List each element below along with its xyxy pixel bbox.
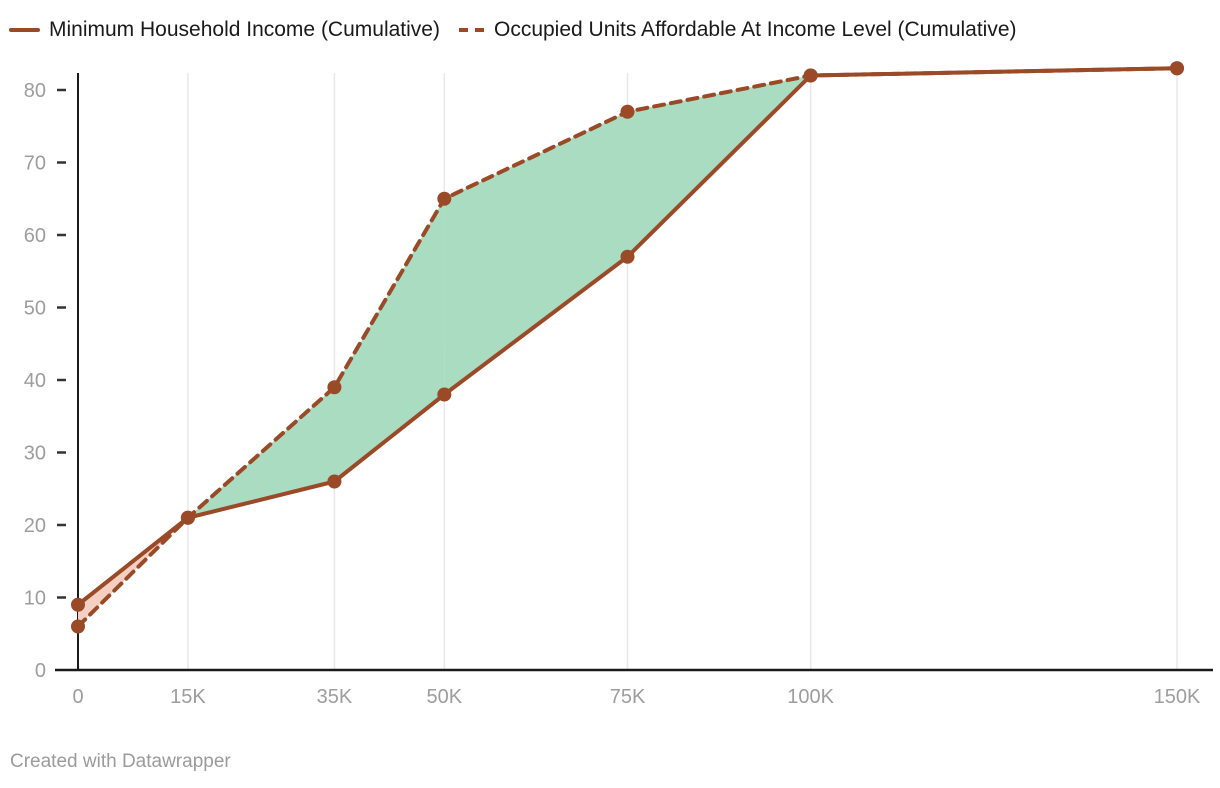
svg-text:40: 40 (24, 370, 46, 392)
legend-item-minimum-income: Minimum Household Income (Cumulative) (9, 17, 440, 42)
svg-text:50: 50 (24, 298, 46, 320)
svg-text:30: 30 (24, 443, 46, 465)
svg-text:20: 20 (24, 515, 46, 537)
svg-text:15K: 15K (170, 686, 206, 708)
datawrapper-credit: Created with Datawrapper (10, 751, 231, 772)
svg-text:35K: 35K (317, 686, 353, 708)
legend-item-occupied-units: Occupied Units Affordable At Income Leve… (458, 17, 1017, 42)
svg-text:0: 0 (72, 686, 83, 708)
legend-swatch-dashed (458, 27, 485, 32)
legend-swatch-solid (9, 27, 40, 32)
svg-text:100K: 100K (787, 686, 834, 708)
svg-text:75K: 75K (610, 686, 646, 708)
svg-text:10: 10 (24, 588, 46, 610)
svg-text:150K: 150K (1154, 686, 1201, 708)
svg-text:50K: 50K (427, 686, 463, 708)
svg-text:60: 60 (24, 225, 46, 247)
svg-text:70: 70 (24, 153, 46, 175)
legend-label-minimum-income: Minimum Household Income (Cumulative) (49, 18, 440, 41)
svg-text:0: 0 (35, 660, 46, 682)
svg-text:80: 80 (24, 80, 46, 102)
legend: Minimum Household Income (Cumulative) Oc… (9, 17, 1017, 42)
legend-label-occupied-units: Occupied Units Affordable At Income Leve… (493, 18, 1017, 41)
